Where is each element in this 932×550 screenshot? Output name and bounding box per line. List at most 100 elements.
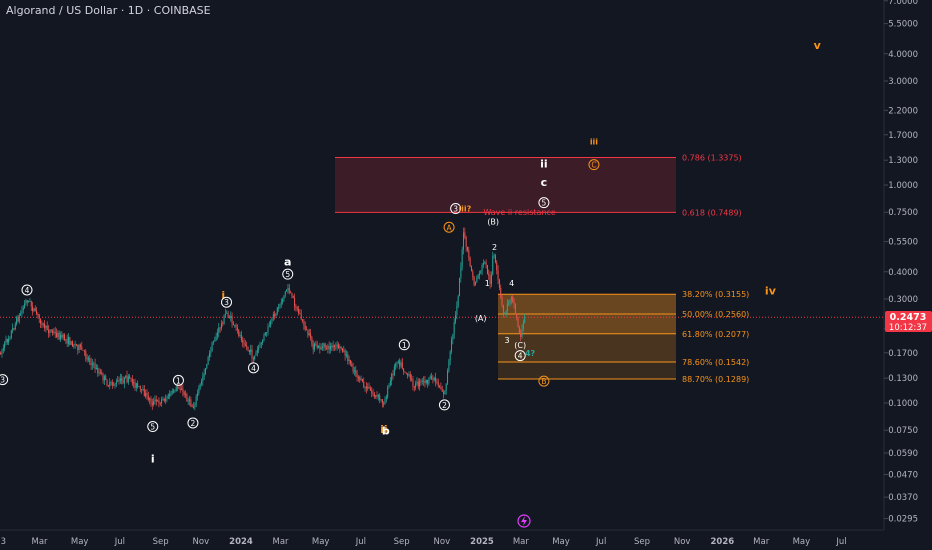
candle [73,344,75,347]
candle [427,379,429,384]
wave-text: i [221,289,225,302]
wave-text: B [541,377,546,386]
candle [89,358,91,362]
wave-label: i [151,453,155,466]
candle [324,343,326,349]
candle [174,390,176,392]
candle [290,292,292,294]
candle [166,398,168,400]
candle [404,371,406,373]
candle [331,346,333,348]
candle [153,401,155,405]
candle [38,314,40,319]
candle [387,387,389,397]
candle [498,279,500,288]
candle [444,390,446,394]
candle [473,277,475,286]
candle [417,381,419,387]
candle [33,308,35,312]
candle [481,265,483,271]
candle [500,287,502,297]
candle [203,373,205,377]
candle [312,344,314,350]
candle [372,392,374,395]
candle [421,381,423,383]
candle [183,391,185,395]
candle [95,367,97,370]
candle [232,323,234,326]
candle [518,327,520,334]
candle [78,344,80,351]
y-tick-label: 0.0750 [888,426,918,436]
candle [113,384,115,386]
wave-label: i [221,289,225,302]
candle [506,303,508,311]
fib-label: 38.20% (0.3155) [682,290,749,299]
wave-text: 1 [485,279,490,288]
candle [111,382,113,385]
candle [420,380,422,382]
candle [13,328,15,330]
x-axis[interactable]: 23 Mar May Jul Sep Nov 2024 Mar May Jul Sep Nov 2025… [0,537,847,547]
candle [83,350,85,352]
candle [302,319,304,322]
candle [171,390,173,393]
candle [492,256,494,275]
candle [22,307,24,311]
y-tick-label: 1.7000 [888,131,918,141]
candle [462,232,464,250]
candle [105,376,107,380]
candle [2,347,4,351]
candle [337,344,339,349]
candle [448,360,450,371]
candle [516,313,518,319]
candle [345,354,347,356]
candle [339,346,341,349]
candle [497,270,499,280]
candle [34,308,36,311]
candle [490,274,492,284]
y-axis[interactable]: 7.0000 5.5000 4.0000 3.0000 2.2000 1.7000 1.30… [884,0,918,525]
candle [99,372,101,373]
candle [230,315,232,318]
wave-circle [443,221,455,233]
candle [439,385,441,387]
wave-circle [588,159,600,171]
zone-2 [498,333,676,362]
wave-text: (C) [514,341,526,350]
candle [146,392,148,396]
x-tick-label: Mar [753,537,770,547]
candle [451,339,453,352]
candle [91,363,93,365]
candle [259,343,261,348]
candle [191,406,193,408]
wave-text: 5 [542,199,547,208]
lightning-icon[interactable] [517,514,531,528]
y-tick-label: 4.0000 [888,50,918,60]
wave-text: v [814,39,822,52]
candle [122,380,124,384]
y-tick-label: 7.0000 [888,0,918,7]
candle [142,388,144,390]
candle [81,346,83,350]
candle [165,399,167,402]
wave-text: c [541,176,548,189]
candle [409,374,411,379]
candle [159,402,161,404]
wave-label: c [541,176,548,189]
candle [460,266,462,278]
wave-label: 3 [221,296,233,308]
candle [306,329,308,330]
candle [155,399,157,402]
candle [468,250,470,258]
candle [432,378,434,380]
fib-label: 50.00% (0.2560) [682,310,749,319]
candles-layer [0,227,526,411]
candle [484,262,486,264]
candle [494,255,496,263]
fib-label: 61.80% (0.2077) [682,330,749,339]
candle [42,323,44,325]
candle [316,345,318,348]
candle [138,386,140,388]
